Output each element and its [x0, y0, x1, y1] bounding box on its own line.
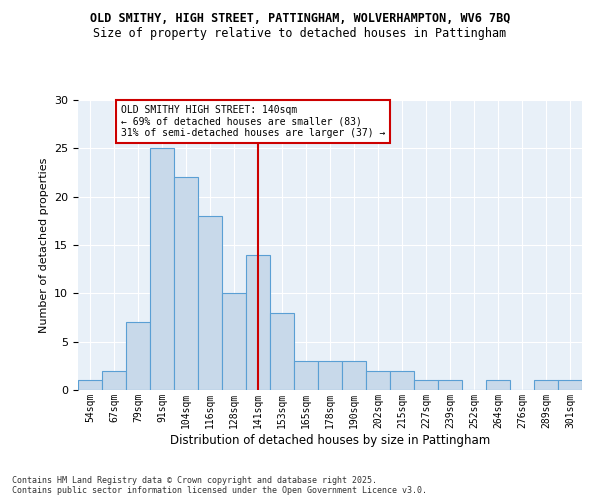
- Bar: [198, 216, 222, 390]
- Bar: [126, 322, 150, 390]
- Bar: [174, 178, 198, 390]
- Bar: [438, 380, 462, 390]
- Bar: [366, 370, 390, 390]
- Bar: [150, 148, 174, 390]
- Bar: [486, 380, 510, 390]
- Bar: [78, 380, 102, 390]
- Text: OLD SMITHY, HIGH STREET, PATTINGHAM, WOLVERHAMPTON, WV6 7BQ: OLD SMITHY, HIGH STREET, PATTINGHAM, WOL…: [90, 12, 510, 26]
- Text: Contains HM Land Registry data © Crown copyright and database right 2025.
Contai: Contains HM Land Registry data © Crown c…: [12, 476, 427, 495]
- Bar: [294, 361, 318, 390]
- Bar: [558, 380, 582, 390]
- Bar: [390, 370, 414, 390]
- Bar: [318, 361, 342, 390]
- Bar: [246, 254, 270, 390]
- Bar: [414, 380, 438, 390]
- Text: OLD SMITHY HIGH STREET: 140sqm
← 69% of detached houses are smaller (83)
31% of : OLD SMITHY HIGH STREET: 140sqm ← 69% of …: [121, 105, 386, 138]
- X-axis label: Distribution of detached houses by size in Pattingham: Distribution of detached houses by size …: [170, 434, 490, 446]
- Y-axis label: Number of detached properties: Number of detached properties: [38, 158, 49, 332]
- Bar: [222, 294, 246, 390]
- Text: Size of property relative to detached houses in Pattingham: Size of property relative to detached ho…: [94, 28, 506, 40]
- Bar: [102, 370, 126, 390]
- Bar: [270, 312, 294, 390]
- Bar: [534, 380, 558, 390]
- Bar: [342, 361, 366, 390]
